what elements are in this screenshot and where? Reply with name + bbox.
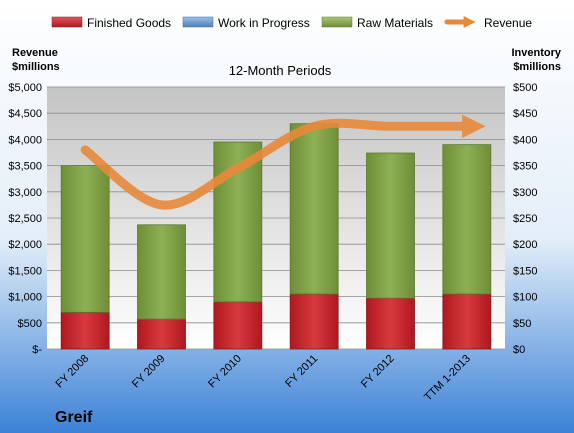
legend-label-revenue: Revenue — [484, 16, 532, 30]
bar-finished-goods — [289, 293, 339, 350]
bar-raw-materials — [366, 152, 415, 299]
left-axis-title-line2: $millions — [12, 61, 60, 73]
bar-finished-goods — [442, 293, 492, 350]
left-tick-label: $4,000 — [8, 134, 42, 146]
left-tick-label: $- — [32, 344, 42, 356]
legend-swatch-finished-goods — [51, 16, 83, 28]
left-tick-label: $2,500 — [8, 213, 42, 225]
right-tick-label: $150 — [513, 265, 537, 277]
right-tick-label: $200 — [513, 239, 537, 251]
right-tick-label: $400 — [513, 134, 537, 146]
legend-label-work-in-progress: Work in Progress — [218, 16, 310, 30]
bar-finished-goods — [213, 301, 263, 350]
right-tick-label: $350 — [513, 161, 537, 173]
legend-swatch-work-in-progress — [182, 16, 214, 28]
left-tick-label: $1,000 — [8, 292, 42, 304]
left-axis-ticks: $- $500 $1,000 $1,500 $2,000 $2,500 $3,000 $3,5… — [8, 82, 42, 356]
legend: Finished Goods Work in Progress Raw Mate… — [51, 15, 532, 30]
legend-label-raw-materials: Raw Materials — [357, 16, 433, 30]
bar-raw-materials — [137, 224, 186, 320]
bar-finished-goods — [366, 297, 415, 350]
left-tick-label: $500 — [18, 318, 42, 330]
right-tick-label: $500 — [513, 82, 537, 94]
bar-finished-goods — [137, 318, 186, 350]
bar-raw-materials — [60, 165, 110, 313]
legend-label-finished-goods: Finished Goods — [87, 16, 171, 30]
left-tick-label: $2,000 — [8, 239, 42, 251]
legend-swatch-raw-materials — [321, 16, 353, 28]
right-axis-ticks: $0 $50 $100 $150 $200 $250 $300 $350 $400 $450 $50… — [513, 82, 537, 356]
right-tick-label: $250 — [513, 213, 537, 225]
revenue-line — [80, 114, 486, 210]
bar-finished-goods — [60, 311, 110, 350]
right-tick-label: $50 — [513, 318, 531, 330]
gridlines — [47, 86, 505, 350]
bars — [60, 123, 492, 350]
right-axis-title-line2: $millions — [513, 61, 561, 73]
company-name: Greif — [55, 409, 93, 426]
left-tick-label: $4,500 — [8, 108, 42, 120]
left-axis-title-line1: Revenue — [12, 47, 58, 59]
chart-subtitle: 12-Month Periods — [229, 63, 332, 78]
revenue-line-layer — [80, 114, 486, 210]
left-tick-label: $3,000 — [8, 187, 42, 199]
right-tick-label: $0 — [513, 344, 525, 356]
bar-raw-materials — [442, 144, 492, 295]
right-tick-label: $450 — [513, 108, 537, 120]
left-tick-label: $5,000 — [8, 82, 42, 94]
left-tick-label: $1,500 — [8, 265, 42, 277]
bar-raw-materials — [289, 123, 339, 295]
left-tick-label: $3,500 — [8, 161, 42, 173]
right-tick-label: $100 — [513, 292, 537, 304]
right-axis-title-line1: Inventory — [511, 47, 561, 59]
right-tick-label: $300 — [513, 187, 537, 199]
